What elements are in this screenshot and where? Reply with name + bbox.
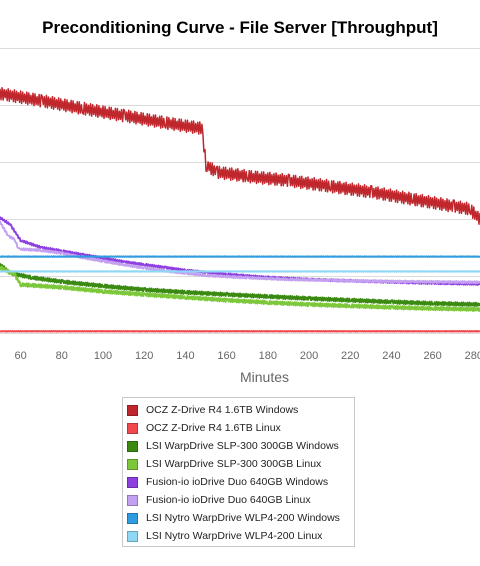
x-tick-label: 100 (94, 350, 112, 362)
x-tick-label: 180 (259, 350, 277, 362)
series-line-0 (0, 86, 480, 225)
x-tick-label: 220 (341, 350, 359, 362)
x-tick-label: 60 (14, 350, 26, 362)
legend-item: LSI Nytro WarpDrive WLP4-200 Windows (127, 509, 354, 527)
legend-item: OCZ Z-Drive R4 1.6TB Windows (127, 401, 354, 419)
legend: OCZ Z-Drive R4 1.6TB Windows OCZ Z-Drive … (122, 397, 355, 547)
x-tick-label: 240 (382, 350, 400, 362)
series-line-4 (0, 216, 480, 286)
chart-title: Preconditioning Curve - File Server [Thr… (42, 18, 438, 37)
legend-item: OCZ Z-Drive R4 1.6TB Linux (127, 419, 354, 437)
x-tick-label: 160 (217, 350, 235, 362)
legend-item: LSI WarpDrive SLP-300 300GB Windows (127, 437, 354, 455)
legend-swatch (127, 458, 138, 470)
x-axis-ticks: 60 80 100 120 140 160 180 200 220 240 260 280 (14, 350, 480, 362)
series-line-1 (0, 330, 480, 333)
legend-swatch (127, 404, 138, 416)
legend-label: OCZ Z-Drive R4 1.6TB Windows (146, 404, 299, 416)
legend-label: OCZ Z-Drive R4 1.6TB Linux (146, 422, 281, 434)
x-tick-label: 200 (300, 350, 318, 362)
legend-swatch (127, 530, 138, 542)
legend-label: Fusion-io ioDrive Duo 640GB Windows (146, 476, 329, 488)
legend-label: Fusion-io ioDrive Duo 640GB Linux (146, 494, 311, 506)
x-tick-label: 120 (135, 350, 153, 362)
series-line-6 (0, 255, 480, 258)
legend-swatch (127, 476, 138, 488)
legend-swatch (127, 422, 138, 434)
line-chart: 60 80 100 120 140 160 180 200 220 240 260 280 (0, 48, 480, 362)
series-lines (0, 86, 480, 333)
legend-item: Fusion-io ioDrive Duo 640GB Linux (127, 491, 354, 509)
x-tick-label: 140 (176, 350, 194, 362)
legend-item: LSI Nytro WarpDrive WLP4-200 Linux (127, 527, 354, 545)
x-tick-label: 80 (56, 350, 68, 362)
legend-label: LSI Nytro WarpDrive WLP4-200 Linux (146, 530, 323, 542)
series-line-7 (0, 270, 480, 273)
legend-label: LSI WarpDrive SLP-300 300GB Linux (146, 458, 322, 470)
legend-item: Fusion-io ioDrive Duo 640GB Windows (127, 473, 354, 491)
legend-label: LSI Nytro WarpDrive WLP4-200 Windows (146, 512, 340, 524)
legend-swatch (127, 440, 138, 452)
series-line-3 (0, 265, 480, 312)
x-tick-label: 280 (465, 350, 480, 362)
legend-swatch (127, 494, 138, 506)
legend-item: LSI WarpDrive SLP-300 300GB Linux (127, 455, 354, 473)
x-axis-label: Minutes (240, 369, 290, 385)
x-tick-label: 260 (423, 350, 441, 362)
legend-label: LSI WarpDrive SLP-300 300GB Windows (146, 440, 339, 452)
legend-swatch (127, 512, 138, 524)
series-line-2 (0, 262, 480, 308)
